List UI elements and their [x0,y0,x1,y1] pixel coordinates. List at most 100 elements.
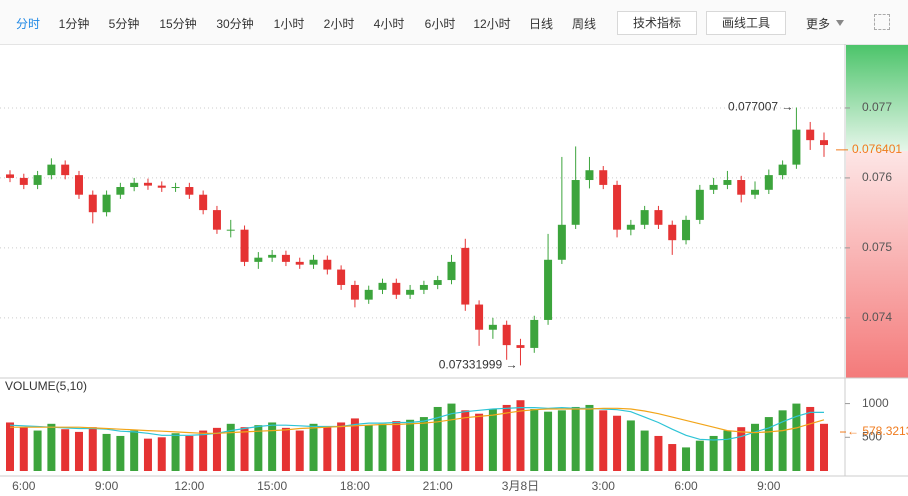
timeframe-tab[interactable]: 日线 [528,17,554,31]
volume-bar [544,411,553,471]
candle-body [530,319,539,348]
candle-body [6,174,14,178]
candle-body [557,224,566,260]
y-tick-label: 0.077 [862,100,892,114]
candle-body [199,194,208,211]
volume-bar [682,447,691,471]
timeframe-tab[interactable]: 1分钟 [58,17,90,31]
volume-bar [88,427,97,471]
volume-bar [295,430,304,471]
volume-bar [751,423,760,471]
candle-body [640,210,649,225]
candle-body [585,170,594,181]
x-tick-label: 6:00 [674,479,698,493]
candle-body [47,164,56,176]
candle-body [544,259,553,320]
x-tick-label: 9:00 [757,479,781,493]
volume-bar [392,421,401,471]
volume-bar [585,404,594,471]
candle-body [185,187,194,195]
volume-bar [212,427,221,471]
volume-bar [102,433,111,471]
candle-body [433,280,442,285]
timeframe-tab[interactable]: 12小时 [473,17,511,31]
volume-bar [599,410,608,471]
x-tick-label: 21:00 [423,479,453,493]
candle-body [268,254,277,258]
timeframe-tab[interactable]: 6小时 [424,17,456,31]
candle-body [447,261,456,281]
volume-bar [806,406,815,471]
timeframe-tab[interactable]: 4小时 [373,17,405,31]
volume-bar [171,433,180,471]
candle-body [350,284,359,300]
volume-bar [475,413,484,471]
candle-body [516,345,525,348]
timeframe-tab[interactable]: 1小时 [273,17,305,31]
x-tick-label: 9:00 [95,479,119,493]
more-button[interactable]: 更多 [805,17,831,31]
candle-body [254,257,263,262]
candle-body [212,210,221,230]
volume-bar [185,435,194,471]
candle-body [74,175,83,195]
volume-bar [709,435,718,471]
candle-body [171,187,180,189]
volume-bar [613,415,622,471]
x-tick-label: 6:00 [12,479,36,493]
tool-button[interactable]: 技术指标 [617,11,697,35]
volume-bar [323,427,332,471]
volume-bar [61,429,70,471]
timeframe-tab[interactable]: 分时 [15,17,41,31]
volume-bar [309,423,318,471]
timeframe-tab[interactable]: 30分钟 [216,17,254,31]
candle-body [102,194,111,213]
volume-bar [640,430,649,471]
x-tick-label: 18:00 [340,479,370,493]
candle-body [295,261,304,265]
panel-title: VOLUME(5,10) [5,379,87,393]
y-tick-label: 500 [862,429,882,443]
timeframe-tab[interactable]: 2小时 [323,17,355,31]
candle-body [571,180,580,225]
candle-body [61,164,70,176]
candle-body [19,177,28,185]
volume-bar [157,437,166,471]
volume-bar [792,403,801,471]
fullscreen-icon[interactable] [874,14,890,30]
candle-body [723,180,732,185]
volume-bar [695,440,704,471]
volume-bar [530,408,539,471]
chart: 0.074 0.075 0.076 0.077 6:00 9:00 12:00 15:00 18… [0,44,908,493]
timeframe-tab[interactable]: 周线 [571,17,597,31]
y-tick-label: 0.076 [862,170,892,184]
price-annotation: 0.077007 → [728,100,793,114]
tool-button[interactable]: 画线工具 [706,11,786,35]
volume-bar [516,400,525,471]
volume-bar [406,419,415,471]
candle-body [406,289,415,295]
candle-body [309,259,318,265]
volume-bar [116,435,125,471]
timeframe-tab[interactable]: 5分钟 [108,17,140,31]
candle-body [737,180,746,195]
last-price-label: 0.076401 [852,142,902,156]
candle-body [682,219,691,241]
volume-bar [461,410,470,471]
candle-body [461,247,470,305]
candle-body [792,129,801,165]
candle-body [337,269,346,285]
toolbar: 分时 1分钟 5分钟 15分钟 30分钟 1小时 2小时 4小时 6小时 12小时 日线 周线 技术指标… [0,0,908,45]
volume-bar [33,430,42,471]
volume-bar [419,417,428,471]
candle-body [764,175,773,190]
volume-bar [337,422,346,471]
dropdown-arrow [836,20,844,26]
timeframe-tab[interactable]: 15分钟 [159,17,197,31]
volume-bar [433,406,442,471]
volume-bar [6,422,14,471]
volume-bar [47,423,56,471]
candle-body [709,184,718,190]
volume-ma-line [10,407,825,434]
volume-bar [737,427,746,471]
